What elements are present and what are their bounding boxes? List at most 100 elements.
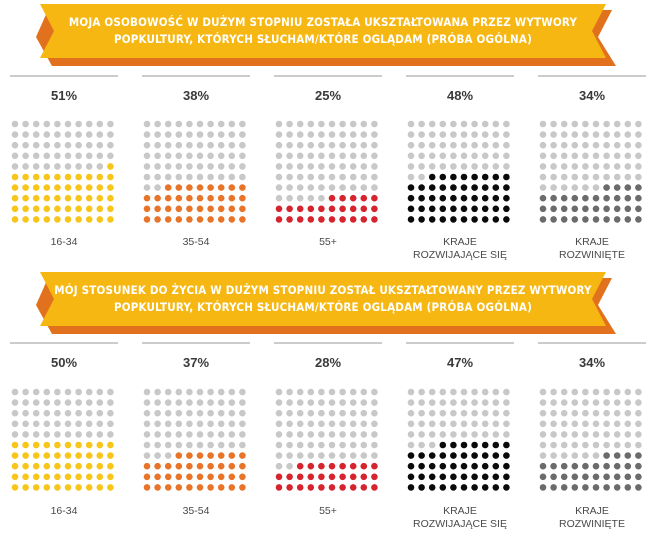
empty-dot	[217, 431, 225, 438]
filled-dot	[428, 462, 436, 470]
filled-dot	[207, 462, 214, 470]
filled-dot	[54, 194, 61, 202]
empty-dot	[603, 131, 610, 138]
empty-dot	[428, 131, 436, 138]
filled-dot	[460, 194, 468, 202]
empty-dot	[471, 431, 478, 438]
filled-dot	[164, 462, 172, 470]
empty-dot	[43, 388, 51, 396]
filled-dot	[154, 484, 161, 491]
filled-dot	[450, 173, 457, 181]
filled-dot	[239, 194, 246, 202]
empty-dot	[328, 452, 336, 459]
empty-dot	[603, 141, 610, 149]
filled-dot	[22, 173, 29, 181]
filled-dot	[228, 462, 236, 470]
filled-dot	[460, 205, 468, 213]
filled-dot	[85, 484, 93, 491]
empty-dot	[635, 131, 642, 138]
empty-dot	[96, 141, 104, 149]
category-label: ROZWINIĘTE	[559, 249, 625, 261]
empty-dot	[32, 409, 40, 417]
filled-dot	[175, 484, 183, 491]
filled-dot	[492, 184, 500, 191]
filled-dot	[450, 194, 457, 202]
empty-dot	[349, 452, 357, 459]
empty-dot	[371, 120, 378, 128]
filled-dot	[492, 473, 500, 481]
empty-dot	[186, 431, 193, 438]
filled-dot	[143, 484, 151, 491]
empty-dot	[217, 173, 225, 181]
empty-dot	[207, 441, 214, 449]
empty-dot	[339, 152, 346, 160]
filled-dot	[439, 173, 447, 181]
filled-dot	[228, 452, 236, 459]
empty-dot	[613, 388, 621, 396]
empty-dot	[186, 173, 193, 181]
filled-dot	[64, 216, 72, 223]
empty-dot	[143, 441, 151, 449]
empty-dot	[107, 399, 114, 406]
empty-dot	[318, 120, 325, 128]
filled-dot	[539, 473, 547, 481]
empty-dot	[164, 120, 172, 128]
filled-dot	[582, 194, 589, 202]
filled-dot	[550, 462, 557, 470]
empty-dot	[11, 409, 19, 417]
filled-dot	[428, 194, 436, 202]
empty-dot	[207, 131, 214, 138]
empty-dot	[560, 441, 568, 449]
empty-dot	[318, 388, 325, 396]
empty-dot	[107, 120, 114, 128]
filled-dot	[64, 462, 72, 470]
empty-dot	[186, 152, 193, 160]
empty-dot	[339, 420, 346, 428]
empty-dot	[339, 163, 346, 170]
empty-dot	[503, 120, 510, 128]
empty-dot	[286, 120, 293, 128]
empty-dot	[64, 131, 72, 138]
filled-dot	[635, 184, 642, 191]
percent-label: 25%	[315, 88, 341, 103]
filled-dot	[239, 452, 246, 459]
filled-dot	[207, 216, 214, 223]
empty-dot	[450, 431, 457, 438]
empty-dot	[75, 431, 82, 438]
filled-dot	[228, 205, 236, 213]
empty-dot	[592, 173, 600, 181]
empty-dot	[239, 120, 246, 128]
filled-dot	[32, 462, 40, 470]
empty-dot	[164, 431, 172, 438]
empty-dot	[32, 431, 40, 438]
empty-dot	[318, 409, 325, 417]
empty-dot	[349, 431, 357, 438]
banner-1: MOJA OSOBOWOŚĆ W DUŻYM STOPNIU ZOSTAŁA U…	[36, 4, 616, 66]
filled-dot	[43, 205, 51, 213]
empty-dot	[450, 409, 457, 417]
empty-dot	[582, 184, 589, 191]
empty-dot	[450, 163, 457, 170]
filled-dot	[43, 473, 51, 481]
filled-dot	[450, 205, 457, 213]
empty-dot	[328, 163, 336, 170]
filled-dot	[624, 205, 632, 213]
empty-dot	[349, 173, 357, 181]
empty-dot	[318, 163, 325, 170]
filled-dot	[624, 194, 632, 202]
filled-dot	[450, 216, 457, 223]
filled-dot	[286, 484, 293, 491]
empty-dot	[582, 399, 589, 406]
filled-dot	[64, 184, 72, 191]
empty-dot	[307, 441, 315, 449]
filled-dot	[439, 194, 447, 202]
empty-dot	[428, 388, 436, 396]
empty-dot	[175, 420, 183, 428]
empty-dot	[418, 131, 425, 138]
filled-dot	[328, 194, 336, 202]
empty-dot	[154, 420, 161, 428]
empty-dot	[64, 420, 72, 428]
filled-dot	[11, 473, 19, 481]
empty-dot	[228, 441, 236, 449]
